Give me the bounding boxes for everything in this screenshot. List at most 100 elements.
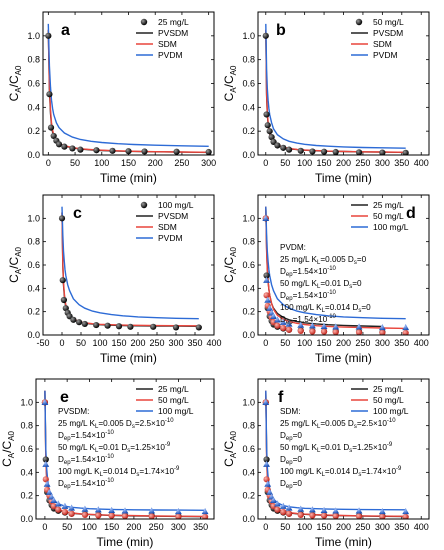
x-tick-label: 300 (171, 522, 186, 532)
data-point (55, 506, 62, 513)
data-point (42, 476, 49, 483)
data-point-triangle (285, 320, 293, 327)
x-tick-label: 150 (121, 158, 136, 168)
panel-letter: f (278, 389, 284, 406)
y-tick-label: 0.8 (20, 421, 33, 431)
x-tick-label: 0 (263, 338, 268, 348)
data-point-triangle (42, 460, 50, 467)
x-tick-label: 200 (130, 338, 145, 348)
data-point-triangle (262, 398, 270, 406)
data-point (268, 134, 275, 141)
y-tick-label: 1.0 (242, 213, 255, 223)
data-point-triangle (266, 304, 274, 311)
legend-label: 100 mg/L (158, 200, 194, 210)
plot-frame (257, 194, 430, 336)
data-layer (262, 390, 410, 519)
annotation-line: Dep=1.54×10-10 (58, 478, 115, 490)
data-point-triangle (297, 321, 305, 328)
data-point (61, 143, 68, 150)
data-point (173, 148, 180, 155)
data-point-triangle (402, 324, 410, 331)
legend-label: 100 mg/L (373, 406, 409, 416)
x-tick-label: 250 (355, 158, 370, 168)
x-tick-label: 50 (62, 522, 72, 532)
data-point-triangle (297, 505, 305, 512)
annotation-line: Dep=1.54×10-10 (58, 454, 115, 466)
legend-label: 25 mg/L (158, 384, 189, 394)
data-point-triangle (81, 505, 89, 512)
y-tick-label: 0.6 (20, 444, 33, 454)
data-point (150, 323, 157, 330)
plot-frame (35, 378, 215, 520)
data-point (379, 329, 386, 335)
data-point (93, 147, 100, 154)
panel-a: 0.0 0.2 0.4 0.6 0.8 1.0 0 50 100 150 200 250 300 a Tim… (7, 11, 216, 185)
y-axis-label: CA/CA0 (0, 431, 16, 467)
data-point (121, 512, 129, 519)
x-tick-label: 250 (149, 522, 164, 532)
data-point (320, 328, 328, 335)
x-tick-label: 350 (394, 522, 409, 532)
y-tick-label: 0.8 (242, 237, 255, 247)
data-point (104, 322, 111, 329)
x-axis-label: Time (min) (315, 351, 372, 365)
x-tick-label: 200 (336, 522, 351, 532)
data-point-triangle (148, 507, 156, 514)
x-axis-label: Time (min) (100, 171, 157, 185)
data-point (58, 215, 66, 222)
data-point-triangle (94, 506, 102, 513)
y-tick-label: 0.0 (27, 150, 40, 160)
data-point (274, 506, 281, 513)
x-axis-label: Time (min) (315, 535, 372, 549)
curve-100-mg-l (265, 206, 406, 320)
y-tick-label: 0.6 (27, 260, 40, 270)
data-point (297, 511, 304, 519)
data-point (45, 32, 52, 39)
data-point (50, 132, 57, 140)
data-point (69, 145, 76, 152)
plot-frame (42, 194, 215, 336)
annotation-line: 25 mg/L KL=0.005 Ds=2.5×10-10 (58, 418, 174, 430)
y-tick-label: 1.0 (20, 397, 33, 407)
legend-label: 100 mg/L (158, 406, 194, 416)
x-tick-label: 100 (297, 158, 312, 168)
x-tick-label: 400 (414, 158, 429, 168)
legend-label: PVDM (158, 50, 183, 60)
y-tick-label: 1.0 (27, 213, 40, 223)
y-tick-label: 0.2 (242, 126, 255, 136)
data-point (285, 146, 293, 153)
x-tick-label: 0 (263, 158, 268, 168)
data-point (309, 148, 316, 155)
data-point (402, 149, 409, 155)
data-point-triangle (41, 398, 49, 406)
legend-label: SDM (373, 39, 392, 49)
y-tick-label: 0.8 (242, 55, 255, 65)
y-tick-label: 0.4 (242, 102, 255, 112)
legend-label: 50 mg/L (373, 17, 404, 27)
data-layer (41, 390, 209, 519)
curve-pvdm (47, 23, 209, 147)
data-point-triangle (279, 502, 287, 509)
annotation-line: PVSDM: (58, 407, 89, 416)
data-point (355, 513, 363, 519)
data-point (55, 141, 63, 148)
data-point (309, 512, 316, 519)
data-point (297, 327, 304, 335)
y-tick-label: 0.6 (242, 444, 255, 454)
curve-pvsdm (47, 29, 209, 154)
panel-d: 0.0 0.2 0.4 0.6 0.8 1.0 0 50 100 150 200 250 300 350 4… (222, 194, 430, 365)
legend-label: 50 mg/L (158, 395, 189, 405)
x-tick-label: 300 (201, 158, 216, 168)
data-point (70, 316, 77, 323)
data-point (127, 323, 134, 330)
plot-frame (257, 11, 430, 156)
data-point (274, 142, 281, 149)
x-tick-label: 400 (206, 338, 221, 348)
data-point-triangle (43, 480, 51, 487)
data-point (115, 323, 123, 330)
data-point (205, 148, 212, 155)
panel-c: 0.0 0.2 0.4 0.6 0.8 1.0 -50 0 50 100 150 200 250 300 3… (7, 194, 222, 365)
panel-letter: c (73, 205, 82, 222)
annotation-line: Dep=1.54×10-10 (280, 314, 337, 326)
x-tick-label: 150 (317, 158, 332, 168)
